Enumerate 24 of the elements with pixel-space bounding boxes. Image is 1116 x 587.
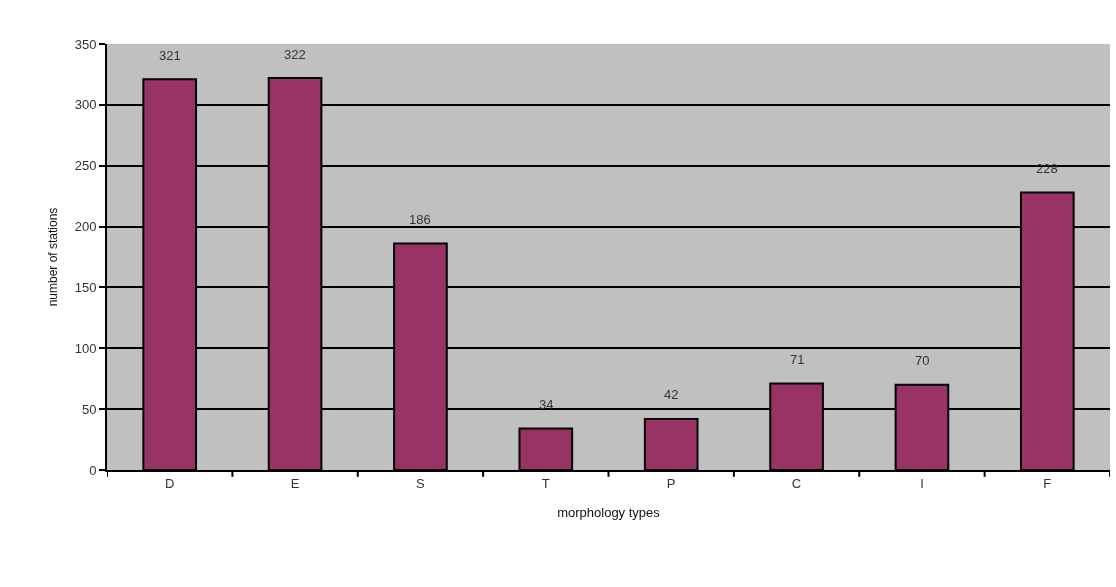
data-label: 322 xyxy=(284,47,306,62)
x-axis-title: morphology types xyxy=(557,504,661,520)
data-label: 186 xyxy=(409,212,431,227)
x-tick-label: S xyxy=(416,475,426,491)
y-tick-label: 350 xyxy=(74,36,97,52)
y-tick-label: 0 xyxy=(89,462,97,478)
x-tick-label: I xyxy=(920,475,924,491)
data-label: 321 xyxy=(159,48,181,63)
x-tick-label: C xyxy=(791,475,802,491)
x-tick-label: T xyxy=(541,475,550,491)
y-axis-title: number of stations xyxy=(46,207,61,307)
y-tick-label: 200 xyxy=(74,219,97,235)
x-tick-label: F xyxy=(1043,475,1052,491)
x-tick-label: D xyxy=(164,475,175,491)
y-tick-label: 50 xyxy=(81,401,97,417)
x-tick-label: P xyxy=(666,475,676,491)
y-tick-label: 100 xyxy=(74,340,97,356)
y-tick-label: 250 xyxy=(74,158,97,174)
x-tick-label: E xyxy=(290,475,300,491)
data-label: 70 xyxy=(915,353,930,368)
y-tick-label: 150 xyxy=(74,279,97,295)
data-label: 71 xyxy=(790,352,805,367)
data-label: 42 xyxy=(664,387,679,402)
y-tick-label: 300 xyxy=(74,97,97,113)
